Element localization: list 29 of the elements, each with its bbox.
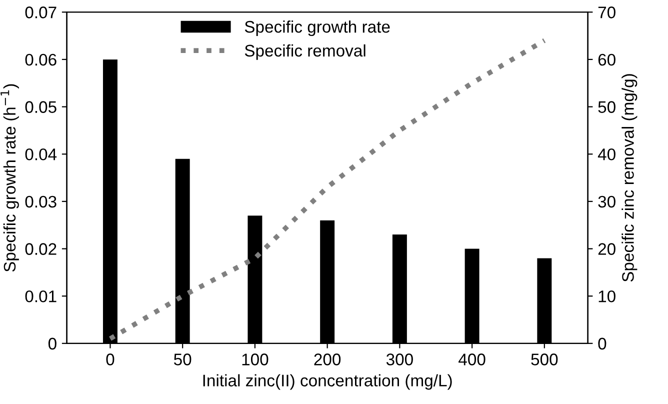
y2-tick-label: 10	[598, 290, 616, 302]
y-tick-label: 0.06	[25, 54, 56, 66]
x-tick-label: 500	[531, 354, 558, 366]
x-tick-label: 50	[174, 354, 192, 366]
legend-label: Specific growth rate	[244, 20, 390, 36]
y2-tick-label: 0	[598, 338, 606, 350]
y-tick-label: 0.07	[25, 6, 56, 18]
y2-tick-label: 70	[598, 6, 616, 18]
y2-tick-label: 30	[598, 196, 616, 208]
y2-tick-label: 20	[598, 243, 616, 255]
y-tick-label: 0.02	[25, 243, 56, 255]
y-tick-label: 0.04	[25, 148, 57, 160]
legend-label: Specific removal	[244, 44, 366, 60]
x-tick-label: 100	[242, 354, 268, 366]
x-tick-label: 400	[458, 354, 486, 366]
y2-tick-label: 60	[598, 54, 616, 66]
y-tick-label: 0	[48, 338, 56, 350]
y2-tick-label: 40	[598, 148, 616, 160]
x-axis-title: Initial zinc(II) concentration (mg/L)	[203, 374, 452, 390]
y2-axis-title: Specific zinc removal (mg/g)	[622, 74, 638, 282]
y-tick-label: 0.03	[25, 196, 56, 208]
x-tick-label: 0	[106, 354, 114, 366]
y-axis-title: Specific growth rate (h$^{−1}$)	[0, 84, 19, 272]
y-tick-label: 0.01	[25, 290, 56, 302]
line-series	[108, 38, 547, 342]
y2-tick-label: 50	[598, 101, 616, 113]
x-tick-label: 300	[386, 354, 413, 366]
x-tick-label: 200	[314, 354, 341, 366]
y-tick-label: 0.05	[25, 101, 56, 113]
